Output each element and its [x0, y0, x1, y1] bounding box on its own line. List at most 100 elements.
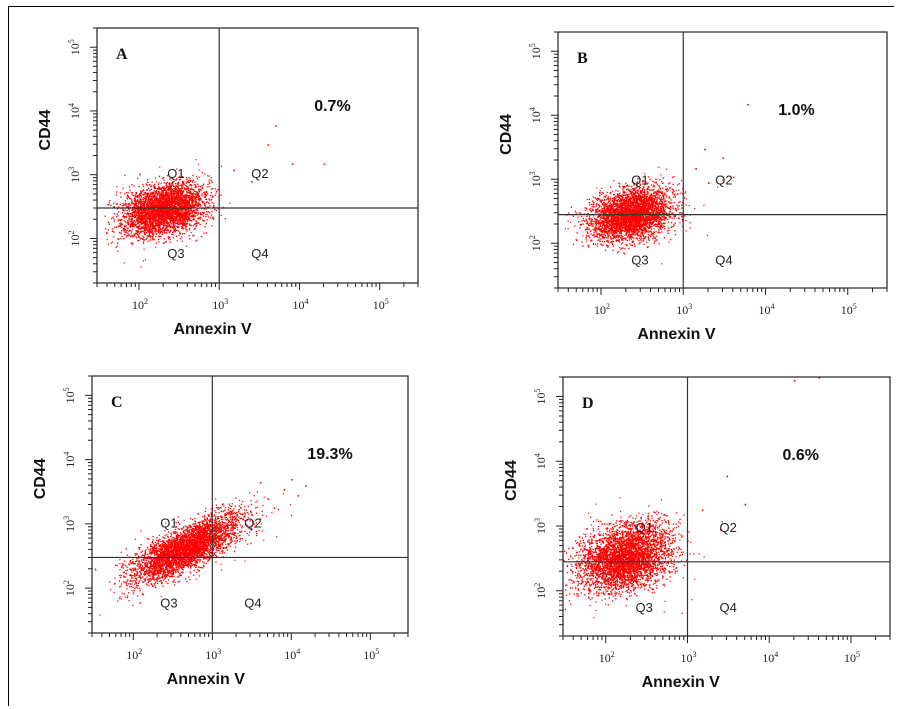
data-point [185, 182, 187, 184]
data-point [674, 207, 677, 209]
data-point [194, 204, 196, 207]
data-point [126, 222, 128, 224]
data-point [158, 196, 160, 198]
data-point [133, 233, 135, 235]
data-point [172, 189, 175, 192]
data-point [195, 185, 197, 188]
data-point [149, 231, 152, 233]
data-point [175, 229, 177, 232]
data-point [187, 218, 189, 221]
data-point [107, 221, 110, 223]
data-point [134, 224, 136, 226]
data-point [122, 230, 124, 232]
data-point [144, 213, 146, 215]
data-point [128, 208, 130, 210]
data-point [195, 202, 197, 204]
data-point [151, 198, 153, 200]
data-point [655, 198, 657, 200]
data-point [191, 212, 193, 214]
data-point [170, 217, 172, 219]
data-point [162, 190, 164, 192]
data-point [125, 230, 127, 232]
data-point [208, 186, 210, 188]
data-point [183, 214, 186, 216]
data-point [114, 226, 116, 228]
data-point [663, 225, 665, 228]
data-point [147, 223, 149, 226]
data-point [650, 215, 653, 217]
data-point [598, 221, 600, 223]
data-point [173, 212, 175, 214]
data-point [140, 190, 142, 192]
data-point [148, 235, 150, 237]
data-point [133, 225, 135, 227]
data-point [199, 189, 201, 191]
y-tick-label: 103 [67, 167, 82, 183]
data-point [160, 182, 162, 184]
data-point [127, 195, 129, 198]
data-point [650, 194, 653, 196]
data-point [152, 226, 154, 228]
data-point [182, 176, 184, 178]
data-point [660, 192, 662, 194]
data-point [169, 206, 171, 208]
data-point [154, 216, 156, 219]
data-point [195, 201, 198, 203]
data-point [170, 199, 173, 201]
data-point [607, 237, 609, 239]
data-point [145, 218, 147, 221]
data-point [184, 213, 186, 215]
data-point [143, 201, 145, 204]
data-point [128, 202, 131, 205]
data-point [169, 201, 171, 203]
data-point [221, 165, 223, 167]
data-point [144, 222, 146, 225]
data-point [593, 236, 595, 238]
data-point [192, 195, 194, 197]
data-point [128, 230, 130, 232]
data-point [169, 199, 171, 201]
data-point [124, 174, 126, 176]
data-point [188, 197, 190, 200]
data-point [586, 240, 588, 242]
data-point [633, 237, 635, 239]
data-point [164, 195, 166, 197]
data-point [152, 236, 154, 239]
data-point [116, 191, 118, 193]
data-point [187, 209, 189, 211]
data-point [188, 202, 190, 204]
data-point [131, 209, 134, 211]
data-point [154, 230, 156, 233]
data-point [138, 210, 140, 212]
data-point [160, 232, 162, 234]
data-point [159, 193, 161, 196]
data-point [598, 213, 600, 215]
data-point [158, 238, 160, 241]
data-point [149, 192, 151, 194]
data-point [144, 221, 147, 223]
data-point [175, 195, 177, 198]
data-point [191, 199, 193, 201]
data-point [194, 212, 196, 215]
data-point [140, 202, 142, 204]
data-point [144, 221, 146, 223]
data-point [637, 230, 639, 232]
data-point [160, 228, 162, 230]
data-point [146, 219, 148, 222]
data-point [662, 226, 664, 228]
data-point [146, 189, 148, 191]
data-point [138, 236, 140, 238]
data-point [151, 192, 154, 194]
data-point [153, 185, 155, 188]
data-point [181, 218, 183, 220]
data-point [186, 223, 188, 226]
data-point [148, 229, 150, 231]
data-point [631, 244, 633, 247]
x-tick-label: 104 [292, 297, 308, 312]
data-point [161, 210, 164, 213]
data-point [150, 217, 152, 219]
data-point [184, 194, 186, 196]
data-point [157, 194, 159, 196]
data-point [140, 226, 142, 228]
data-point [147, 203, 149, 206]
